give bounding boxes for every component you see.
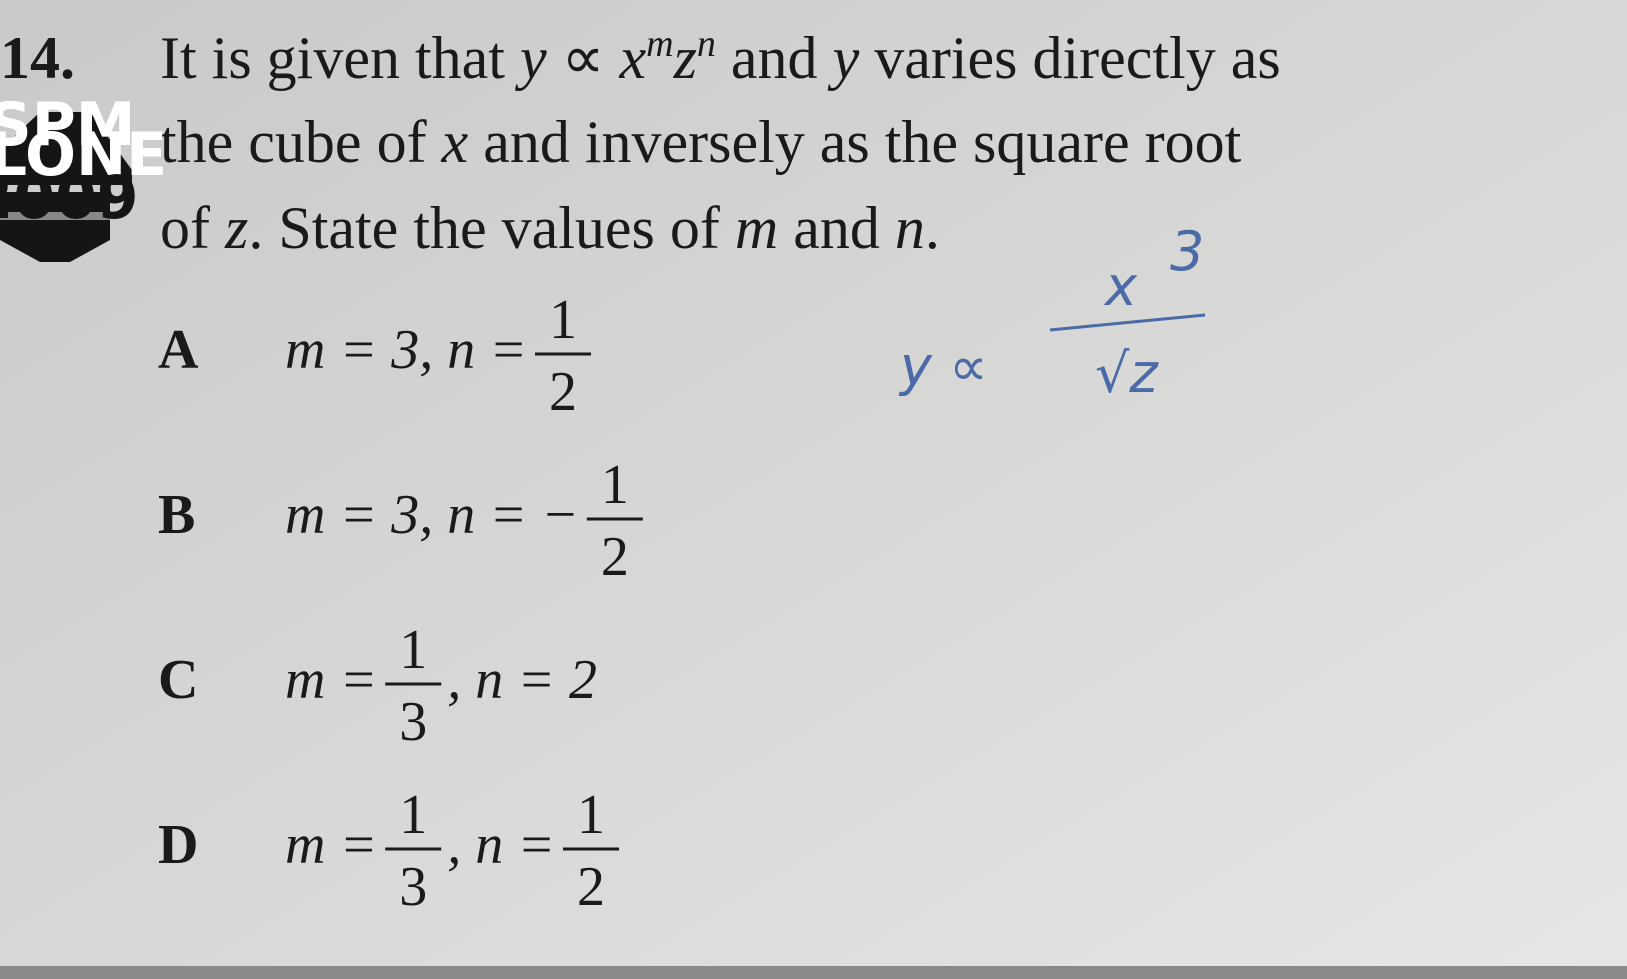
text: x bbox=[618, 25, 646, 91]
superscript: n bbox=[697, 23, 716, 65]
paper-edge bbox=[0, 966, 1627, 979]
question-line: the cube of x and inversely as the squar… bbox=[160, 109, 1242, 175]
text: and bbox=[716, 25, 833, 91]
fraction-numerator: 1 bbox=[399, 784, 427, 846]
text: ∝ bbox=[547, 25, 620, 91]
fraction-numerator: 1 bbox=[577, 784, 605, 846]
question-line: It is given that y ∝ xmzn and y varies d… bbox=[160, 23, 1281, 91]
option-label: A bbox=[158, 319, 199, 381]
badge-text: SPM bbox=[0, 90, 135, 160]
superscript: m bbox=[646, 23, 673, 65]
text: of bbox=[160, 195, 225, 261]
text: . State the values of bbox=[248, 195, 735, 261]
badge-shape bbox=[0, 192, 110, 262]
fraction-numerator: 1 bbox=[549, 289, 577, 351]
badge-year: 2009 bbox=[0, 163, 139, 233]
fraction-denominator: 2 bbox=[549, 361, 577, 423]
fraction-denominator: 3 bbox=[399, 856, 427, 918]
handwriting: y ∝ x 3 √z bbox=[898, 220, 1206, 405]
text: the cube of bbox=[160, 109, 442, 175]
math-text: , n = 2 bbox=[447, 649, 597, 711]
text: and bbox=[778, 195, 895, 261]
text: . bbox=[925, 195, 940, 261]
text: z bbox=[224, 195, 248, 261]
option-label: C bbox=[158, 649, 198, 711]
math-text: , n = bbox=[447, 814, 555, 876]
badge: SPM CLONE 2009 bbox=[0, 90, 167, 262]
text: n bbox=[895, 195, 925, 261]
math-text: m = 3, n = bbox=[285, 319, 527, 381]
text: and inversely as the square root bbox=[468, 109, 1241, 175]
text: y bbox=[514, 25, 547, 91]
badge-shape bbox=[0, 112, 132, 185]
text: m bbox=[735, 195, 778, 261]
math-text: m = bbox=[285, 814, 377, 876]
option-label: D bbox=[158, 814, 198, 876]
handwritten-text: 3 bbox=[1170, 220, 1204, 283]
handwritten-text: y ∝ bbox=[898, 335, 988, 398]
fraction-denominator: 2 bbox=[577, 856, 605, 918]
fraction-denominator: 2 bbox=[601, 526, 629, 588]
text: z bbox=[673, 25, 697, 91]
fraction-numerator: 1 bbox=[399, 619, 427, 681]
fraction-numerator: 1 bbox=[601, 454, 629, 516]
text: varies directly as bbox=[859, 25, 1281, 91]
fraction-denominator: 3 bbox=[399, 691, 427, 753]
text: x bbox=[441, 109, 469, 175]
question-line: of z. State the values of m and n. bbox=[160, 195, 940, 261]
handwritten-text: x bbox=[1103, 255, 1138, 318]
badge-text: CLONE bbox=[0, 120, 167, 190]
handwritten-bar bbox=[1049, 313, 1206, 332]
option-label: B bbox=[158, 484, 195, 546]
handwritten-text: √z bbox=[1095, 342, 1159, 405]
question-number: 14. bbox=[0, 25, 75, 91]
math-text: m = bbox=[285, 649, 377, 711]
text: y bbox=[827, 25, 860, 91]
text: It is given that bbox=[160, 25, 520, 91]
math-text: m = 3, n = − bbox=[285, 484, 579, 546]
badge-stripe bbox=[0, 212, 110, 220]
